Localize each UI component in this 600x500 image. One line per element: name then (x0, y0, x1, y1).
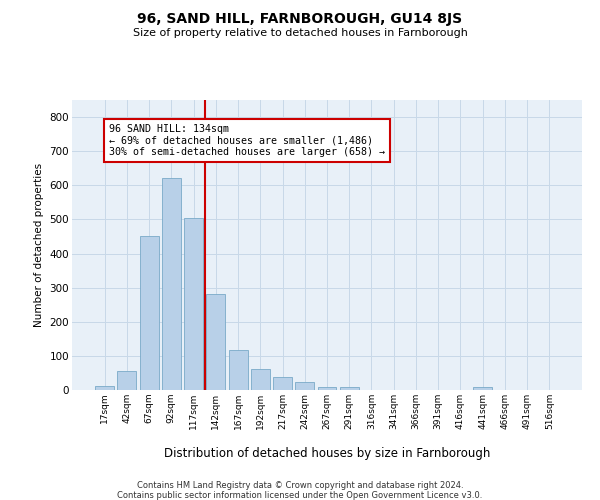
Text: 96 SAND HILL: 134sqm
← 69% of detached houses are smaller (1,486)
30% of semi-de: 96 SAND HILL: 134sqm ← 69% of detached h… (109, 124, 385, 157)
Bar (162, 178, 181, 390)
Text: 96, SAND HILL, FARNBOROUGH, GU14 8JS: 96, SAND HILL, FARNBOROUGH, GU14 8JS (137, 12, 463, 26)
Bar (340, 388, 359, 390)
Text: Contains public sector information licensed under the Open Government Licence v3: Contains public sector information licen… (118, 491, 482, 500)
Bar (95, 386, 114, 390)
Bar (473, 386, 492, 390)
Text: Contains HM Land Registry data © Crown copyright and database right 2024.: Contains HM Land Registry data © Crown c… (137, 481, 463, 490)
Bar (317, 386, 337, 390)
Bar (229, 350, 248, 390)
Bar (140, 236, 158, 390)
Bar (251, 369, 270, 390)
Bar (273, 378, 292, 390)
Text: Distribution of detached houses by size in Farnborough: Distribution of detached houses by size … (164, 448, 490, 460)
Bar (295, 382, 314, 390)
Bar (206, 294, 225, 390)
Bar (118, 371, 136, 390)
Text: Size of property relative to detached houses in Farnborough: Size of property relative to detached ho… (133, 28, 467, 38)
Bar (184, 218, 203, 390)
Y-axis label: Number of detached properties: Number of detached properties (34, 163, 44, 327)
